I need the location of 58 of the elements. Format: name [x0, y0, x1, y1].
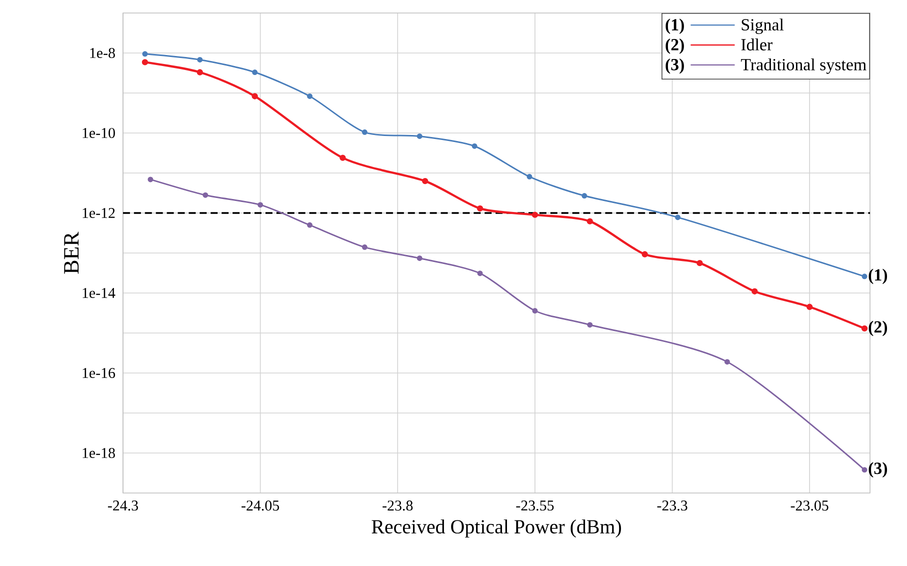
point	[196, 69, 203, 76]
point	[587, 322, 593, 328]
point	[197, 56, 203, 62]
point	[862, 467, 868, 473]
point	[258, 202, 264, 208]
y-tick-label: 1e-16	[82, 368, 116, 378]
point	[362, 244, 368, 250]
legend-label: Idler	[741, 38, 773, 50]
point	[862, 274, 868, 280]
point	[148, 176, 154, 182]
point	[476, 205, 484, 212]
annotation: (2)	[868, 320, 888, 336]
text: (2)	[666, 38, 684, 54]
point	[675, 214, 681, 220]
y-tick-label: 1e-18	[82, 448, 115, 458]
x-tick-label: -23.55	[516, 500, 554, 511]
point	[142, 59, 148, 66]
y-tick-label: 1e-8	[90, 48, 115, 58]
point	[340, 154, 346, 161]
point	[422, 178, 428, 184]
point	[252, 70, 258, 76]
x-tick-label: -24.3	[108, 500, 138, 511]
legend-label: Traditional system	[741, 58, 866, 74]
x-tick-label: -24.05	[242, 500, 280, 511]
annotation: (1)	[868, 268, 888, 284]
point	[362, 129, 368, 135]
point	[416, 255, 422, 261]
point	[526, 174, 532, 180]
point	[806, 304, 813, 310]
point	[252, 93, 258, 100]
point	[416, 134, 422, 139]
point	[472, 143, 478, 149]
point	[861, 325, 868, 332]
y-tick-label: 1e-10	[82, 128, 115, 138]
point	[752, 288, 758, 294]
point	[582, 193, 588, 198]
x-axis-title: Received Optical Power (dBm)	[372, 519, 621, 538]
y-tick-label: 1e-14	[82, 288, 116, 298]
x-tick-label: -23.3	[657, 500, 688, 511]
point	[532, 308, 538, 314]
y-axis-title: BER	[64, 232, 79, 274]
annotation: (3)	[868, 462, 888, 478]
point	[696, 260, 703, 266]
point	[724, 359, 730, 365]
point	[532, 212, 538, 218]
y-tick-label: 1e-12	[82, 208, 115, 218]
x-tick-label: -23.8	[382, 500, 413, 511]
x-tick-label: -23.05	[790, 500, 828, 511]
point	[477, 270, 483, 276]
point	[202, 192, 208, 198]
text: (1)	[666, 18, 684, 34]
point	[142, 51, 148, 57]
point	[307, 94, 312, 99]
point	[642, 251, 648, 258]
text: (3)	[666, 58, 684, 74]
point	[307, 222, 312, 228]
legend-label: Signal	[742, 18, 784, 34]
point	[586, 218, 593, 224]
